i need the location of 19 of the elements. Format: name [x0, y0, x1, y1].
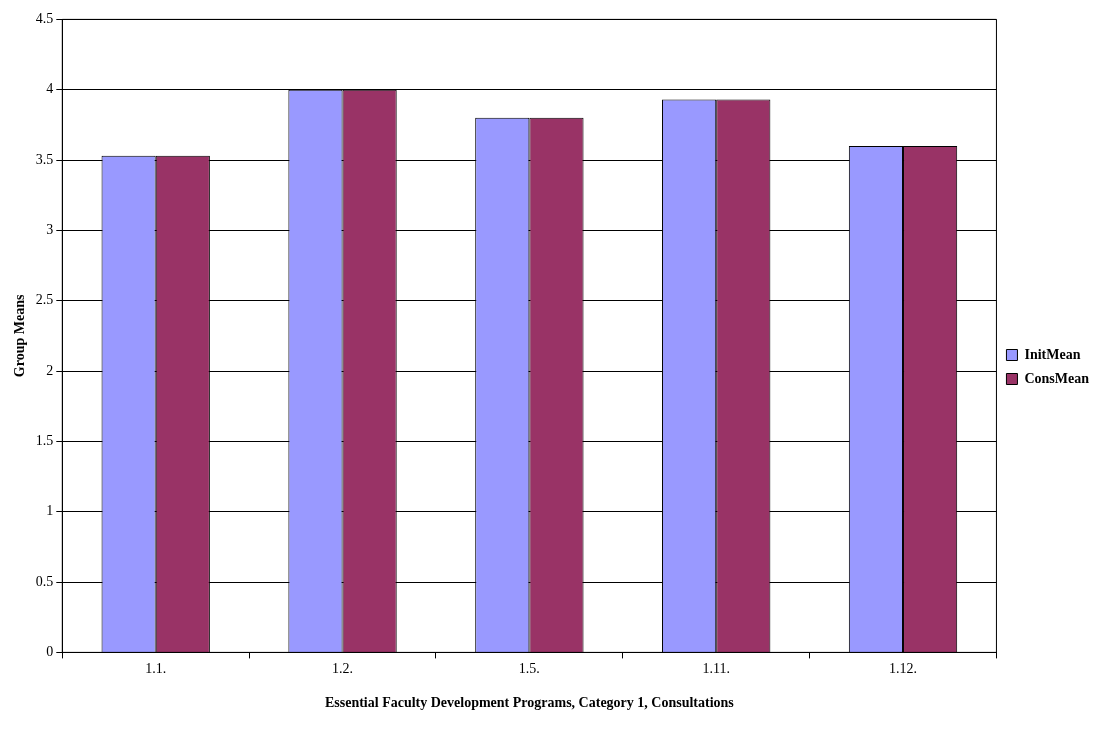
y-tick-label: 4.5: [35, 11, 54, 27]
y-tick-label: 3: [46, 222, 54, 238]
y-tick-label: 4: [46, 81, 54, 97]
x-tick-label: 1.1.: [145, 661, 167, 677]
x-tick-label: 1.2.: [332, 661, 354, 677]
y-tick-label: 3.5: [35, 151, 54, 167]
y-axis-title: Group Means: [12, 294, 28, 378]
y-tick-label: 0.5: [35, 573, 54, 589]
x-axis-title: Essential Faculty Development Programs, Category 1, Consultations: [324, 695, 735, 711]
y-tick-label: 1.5: [35, 433, 54, 449]
legend-label: ConsMean: [1024, 370, 1090, 386]
x-tick-label: 1.12.: [889, 661, 918, 677]
y-tick-label: 1: [46, 503, 54, 519]
x-tick-label: 1.5.: [518, 661, 540, 677]
legend-label: InitMean: [1024, 346, 1081, 362]
y-tick-label: 2: [46, 362, 54, 378]
x-tick-label: 1.11.: [702, 661, 730, 677]
y-tick-label: 0: [46, 644, 54, 660]
y-tick-label: 2.5: [35, 292, 54, 308]
